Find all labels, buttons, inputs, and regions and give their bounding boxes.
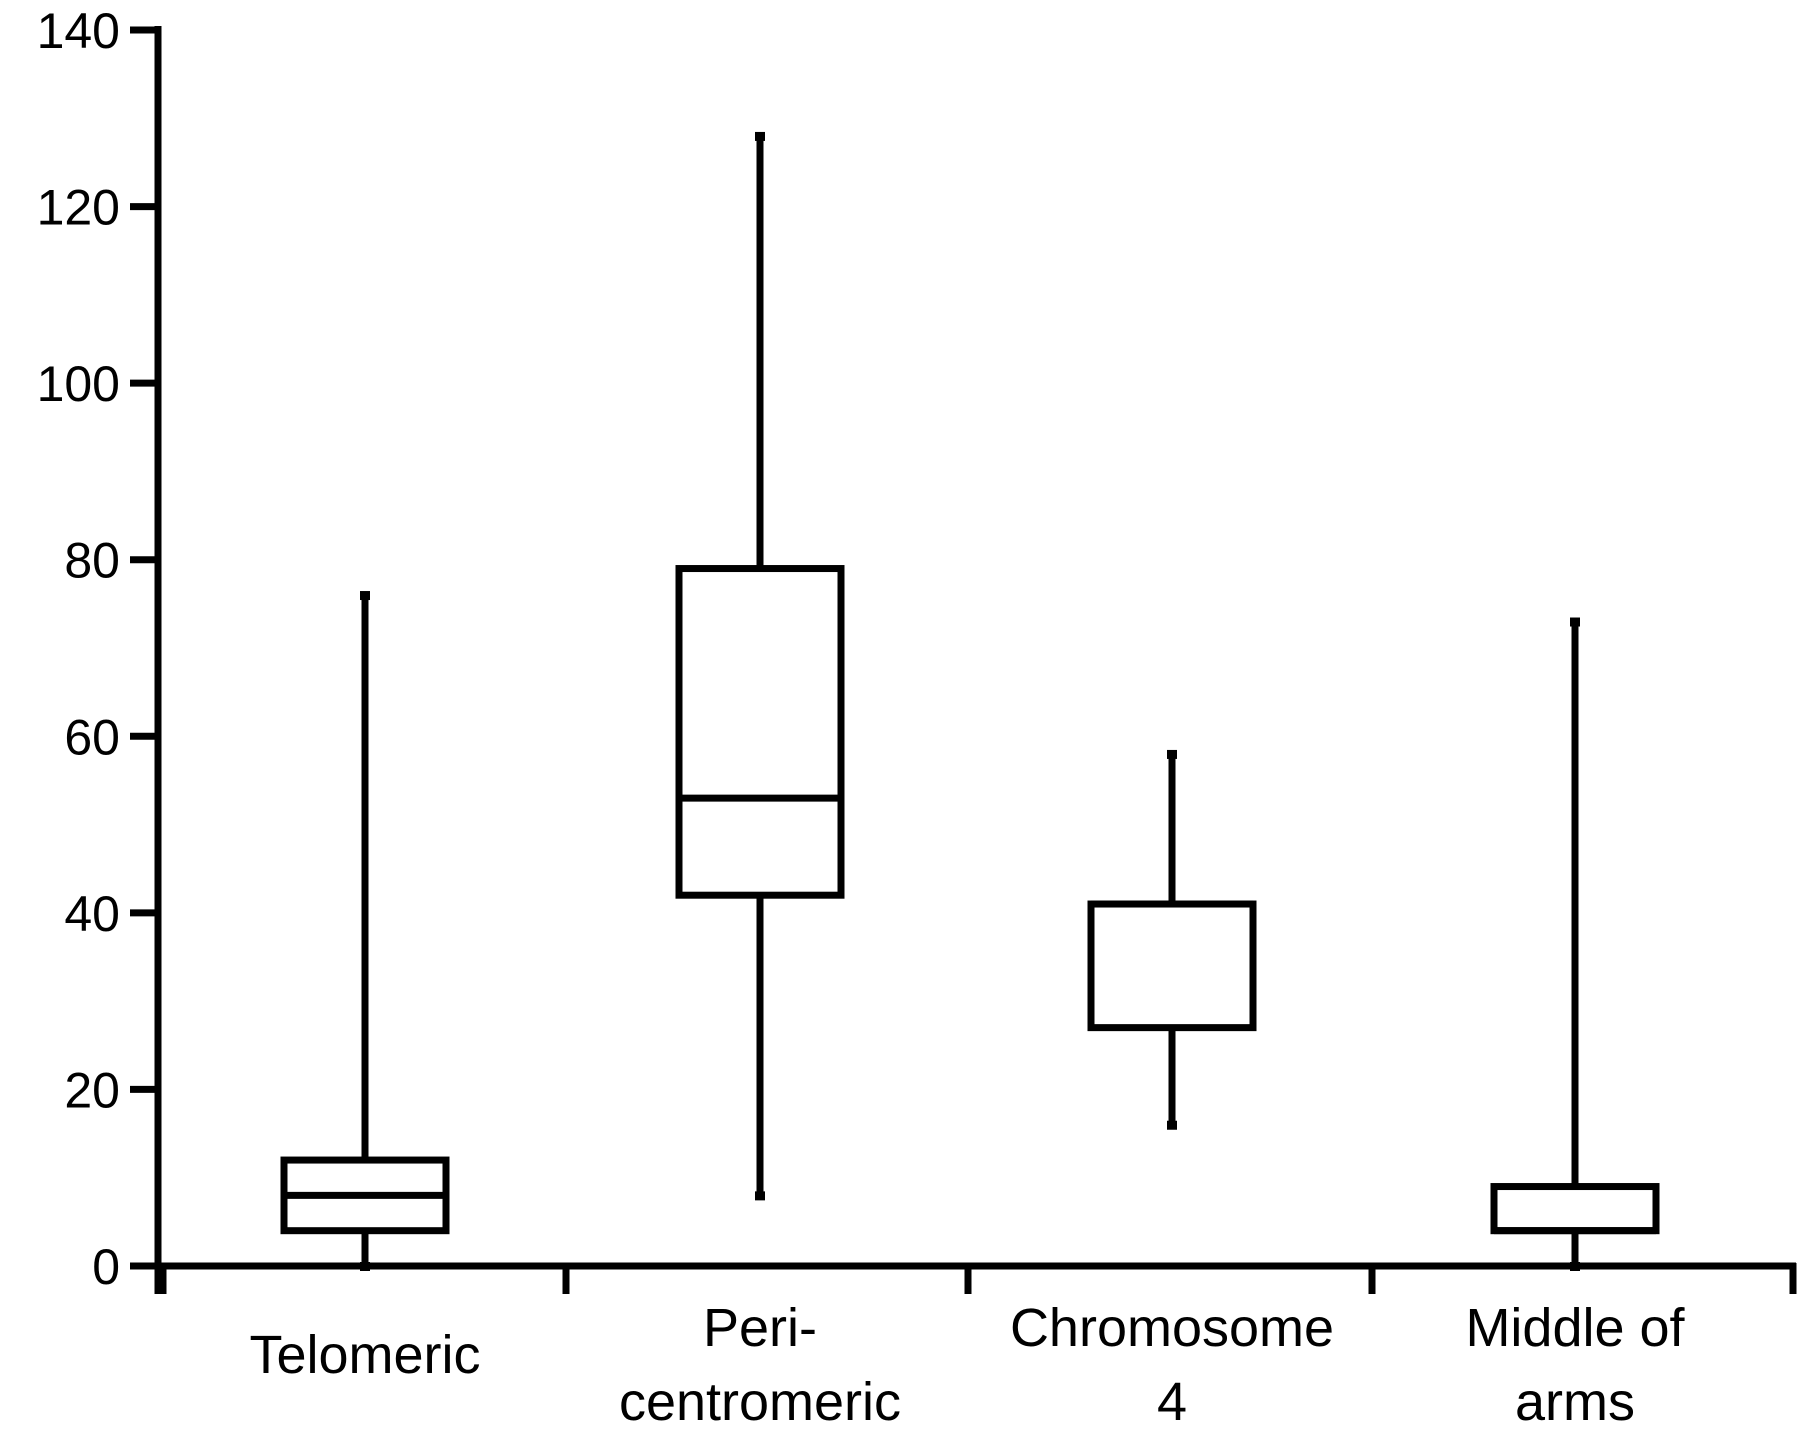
- y-tick-label: 0: [92, 1239, 120, 1295]
- category-label: Telomeric: [249, 1325, 480, 1385]
- box-2: [675, 131, 845, 1201]
- box-3: [1087, 749, 1257, 1130]
- box-rect: [1490, 1183, 1660, 1235]
- whisker-cap-high: [1570, 617, 1580, 627]
- whisker-cap-high: [1167, 749, 1177, 759]
- category-label: Middle of: [1465, 1298, 1685, 1358]
- box-rect: [1087, 900, 1257, 1032]
- category-label: Chromosome: [1010, 1298, 1334, 1358]
- category-label: arms: [1515, 1372, 1635, 1432]
- box-1: [280, 591, 450, 1271]
- category-label: Peri-: [703, 1298, 817, 1358]
- axes: [130, 26, 1797, 1294]
- whisker-cap-high: [755, 131, 765, 141]
- whisker-cap-low: [360, 1262, 370, 1271]
- y-tick-label: 100: [37, 356, 120, 412]
- y-tick-label: 80: [64, 533, 120, 589]
- y-tick-label: 140: [37, 3, 120, 59]
- whisker-cap-low: [755, 1191, 765, 1201]
- category-label: centromeric: [619, 1372, 901, 1432]
- category-label: 4: [1157, 1372, 1187, 1432]
- y-tick-label: 60: [64, 709, 120, 765]
- whisker-cap-high: [360, 591, 370, 601]
- box-4: [1490, 617, 1660, 1271]
- y-tick-label: 20: [64, 1062, 120, 1118]
- y-tick-label: 40: [64, 886, 120, 942]
- whisker-cap-low: [1570, 1262, 1580, 1271]
- y-tick-label: 120: [37, 180, 120, 236]
- whisker-cap-low: [1167, 1120, 1177, 1130]
- labels: 0 20 40 60 80 100 120 140 Telomeric Peri-centrome…: [37, 3, 1686, 1432]
- boxes: [280, 131, 1660, 1271]
- box-rect: [675, 565, 845, 899]
